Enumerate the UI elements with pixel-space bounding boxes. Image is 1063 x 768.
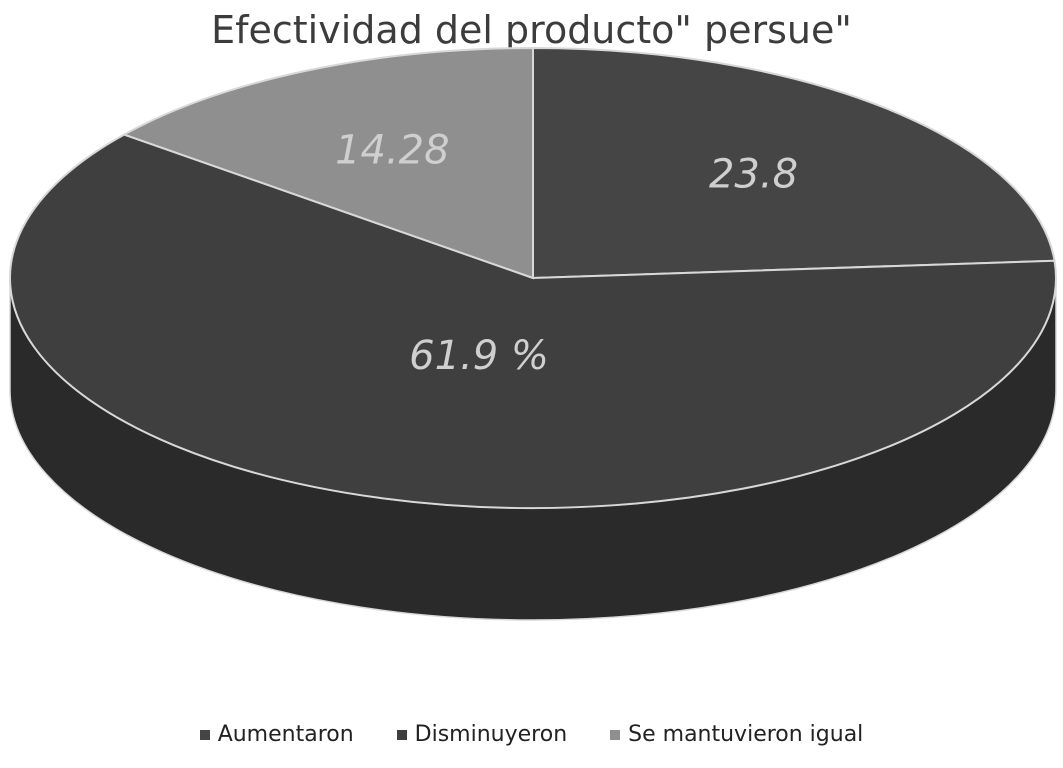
pie-slices bbox=[9, 46, 1058, 509]
legend-swatch-disminuyeron bbox=[396, 730, 407, 740]
legend-swatch-aumentaron bbox=[199, 730, 210, 740]
data-label-aumentaron: 23.8 bbox=[709, 151, 798, 197]
pie-labels: 23.8 61.9 % 14.28 bbox=[335, 128, 798, 379]
legend-label-se-mantuvieron-igual: Se mantuvieron igual bbox=[628, 722, 864, 747]
legend-label-aumentaron: Aumentaron bbox=[217, 722, 354, 747]
data-label-se-mantuvieron-igual: 14.28 bbox=[335, 128, 450, 174]
chart-title: Efectividad del producto" persue" bbox=[211, 8, 852, 52]
legend: Aumentaron Disminuyeron Se mantuvieron i… bbox=[0, 722, 1063, 747]
legend-swatch-se-mantuvieron-igual bbox=[610, 730, 621, 740]
legend-item-se-mantuvieron-igual: Se mantuvieron igual bbox=[610, 722, 863, 747]
pie-slice-se-mantuvieron-igual bbox=[121, 46, 534, 280]
legend-item-aumentaron: Aumentaron bbox=[199, 722, 354, 747]
pie-slice-aumentaron bbox=[532, 46, 1056, 280]
legend-label-disminuyeron: Disminuyeron bbox=[414, 722, 568, 747]
data-label-disminuyeron: 61.9 % bbox=[409, 333, 549, 379]
pie-slice-disminuyeron bbox=[9, 133, 1058, 509]
legend-item-disminuyeron: Disminuyeron bbox=[396, 722, 568, 747]
